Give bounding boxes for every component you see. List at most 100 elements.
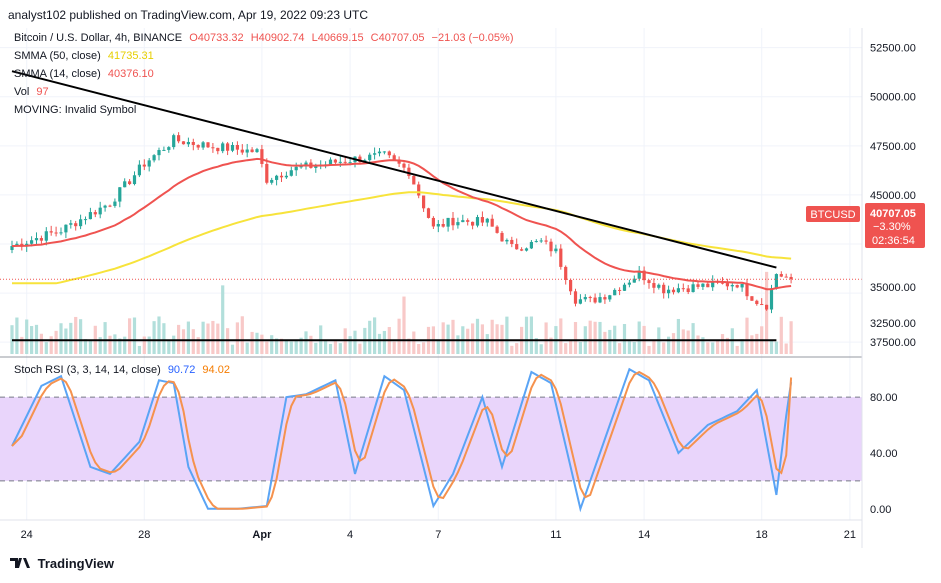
volume-bar <box>152 321 156 354</box>
candle <box>368 152 372 163</box>
symbol-title[interactable]: Bitcoin / U.S. Dollar, 4h, BINANCE <box>14 32 183 44</box>
volume-bar <box>769 339 774 354</box>
volume-bar <box>88 340 92 354</box>
candle <box>456 217 460 229</box>
candle <box>353 156 357 168</box>
volume-bar <box>25 319 29 354</box>
candle <box>613 288 617 296</box>
vol-legend[interactable]: Vol 97 <box>14 86 53 98</box>
volume-bar <box>132 317 137 354</box>
volume-bar <box>206 323 210 354</box>
candle <box>284 171 288 179</box>
volume-bar <box>265 341 269 354</box>
candle <box>765 304 769 311</box>
volume-bar <box>309 335 313 354</box>
tradingview-footer[interactable]: TradingView <box>10 556 114 571</box>
volume-bar <box>181 329 186 354</box>
candle <box>181 141 186 145</box>
volume-bar <box>157 316 161 354</box>
volume-bar <box>299 337 303 354</box>
volume-bar <box>382 330 386 354</box>
descending-trendline[interactable] <box>11 70 777 269</box>
volume-bar <box>201 321 205 354</box>
stoch-rsi-tick-label: 80.00 <box>870 392 898 404</box>
volume-bar <box>328 343 333 354</box>
price-tag: 40707.05 −3.30% 02:36:54 <box>865 203 925 248</box>
volume-bars <box>10 271 793 354</box>
candle <box>578 294 582 305</box>
volume-bar <box>147 336 151 354</box>
smma14-legend[interactable]: SMMA (14, close) 40376.10 <box>14 68 158 80</box>
time-tick-label: 11 <box>550 529 561 541</box>
volume-bar <box>118 338 122 354</box>
volume-bar <box>304 331 308 354</box>
volume-bar <box>706 342 710 354</box>
volume-bar <box>451 319 455 354</box>
volume-bar <box>353 330 357 354</box>
volume-bar <box>578 341 582 354</box>
volume-bar <box>373 317 377 354</box>
stoch-rsi-legend[interactable]: Stoch RSI (3, 3, 14, 14, close) 90.72 94… <box>14 364 234 376</box>
price-tick-label: 50000.00 <box>870 92 916 104</box>
volume-bar <box>720 334 725 354</box>
candle <box>118 187 122 208</box>
time-tick-label: 14 <box>638 529 650 541</box>
candle <box>573 288 578 307</box>
candle <box>471 221 475 230</box>
candle <box>461 214 465 223</box>
stoch-rsi-k-line <box>11 367 793 513</box>
candle <box>98 201 102 219</box>
smma-14-line <box>11 157 792 291</box>
volume-tick-label: 32500.00 <box>870 318 916 330</box>
smma50-legend[interactable]: SMMA (50, close) 41735.31 <box>14 50 158 62</box>
volume-bar <box>784 343 788 354</box>
candle <box>446 217 450 232</box>
candle <box>559 244 563 270</box>
candle <box>441 218 445 228</box>
candle <box>206 142 210 149</box>
candle <box>490 214 494 227</box>
time-tick-label: 7 <box>435 529 441 541</box>
candle <box>157 147 161 161</box>
volume-bar <box>740 339 744 354</box>
candle <box>667 285 671 299</box>
stoch-rsi-k-value: 90.72 <box>167 364 196 376</box>
volume-bar <box>480 324 484 354</box>
candle <box>627 279 631 288</box>
candle <box>774 273 778 290</box>
candle <box>402 162 406 172</box>
candle <box>59 227 63 236</box>
candle <box>608 294 612 302</box>
volume-bar <box>745 317 749 354</box>
candle <box>265 158 269 185</box>
volume-bar <box>196 337 200 354</box>
candle <box>554 244 558 254</box>
volume-bar <box>652 339 656 354</box>
candle <box>226 142 230 156</box>
candle <box>216 147 220 155</box>
candle <box>711 275 715 291</box>
symbol-tag[interactable]: BTCUSD <box>806 206 860 222</box>
candle <box>211 142 215 153</box>
smma-50-line <box>12 191 792 285</box>
candle <box>328 157 333 165</box>
candle <box>230 142 235 153</box>
time-tick-label: 21 <box>844 529 856 541</box>
volume-bar <box>44 342 48 354</box>
volume-bar <box>20 336 24 354</box>
candle <box>466 218 470 226</box>
price-tag-price: 40707.05 <box>870 208 916 220</box>
stoch-rsi-d-value: 94.02 <box>202 364 230 376</box>
moving-label: MOVING: Invalid Symbol <box>14 104 137 116</box>
volume-bar <box>765 271 769 354</box>
symbol-tag-label: BTCUSD <box>810 209 855 221</box>
candle <box>270 177 274 185</box>
candle <box>172 133 176 150</box>
candle <box>289 166 293 177</box>
smma50-value: 41735.31 <box>107 50 154 62</box>
volume-bar <box>279 338 284 354</box>
moving-legend[interactable]: MOVING: Invalid Symbol <box>14 104 140 116</box>
candle <box>387 150 391 159</box>
candle <box>407 163 411 179</box>
